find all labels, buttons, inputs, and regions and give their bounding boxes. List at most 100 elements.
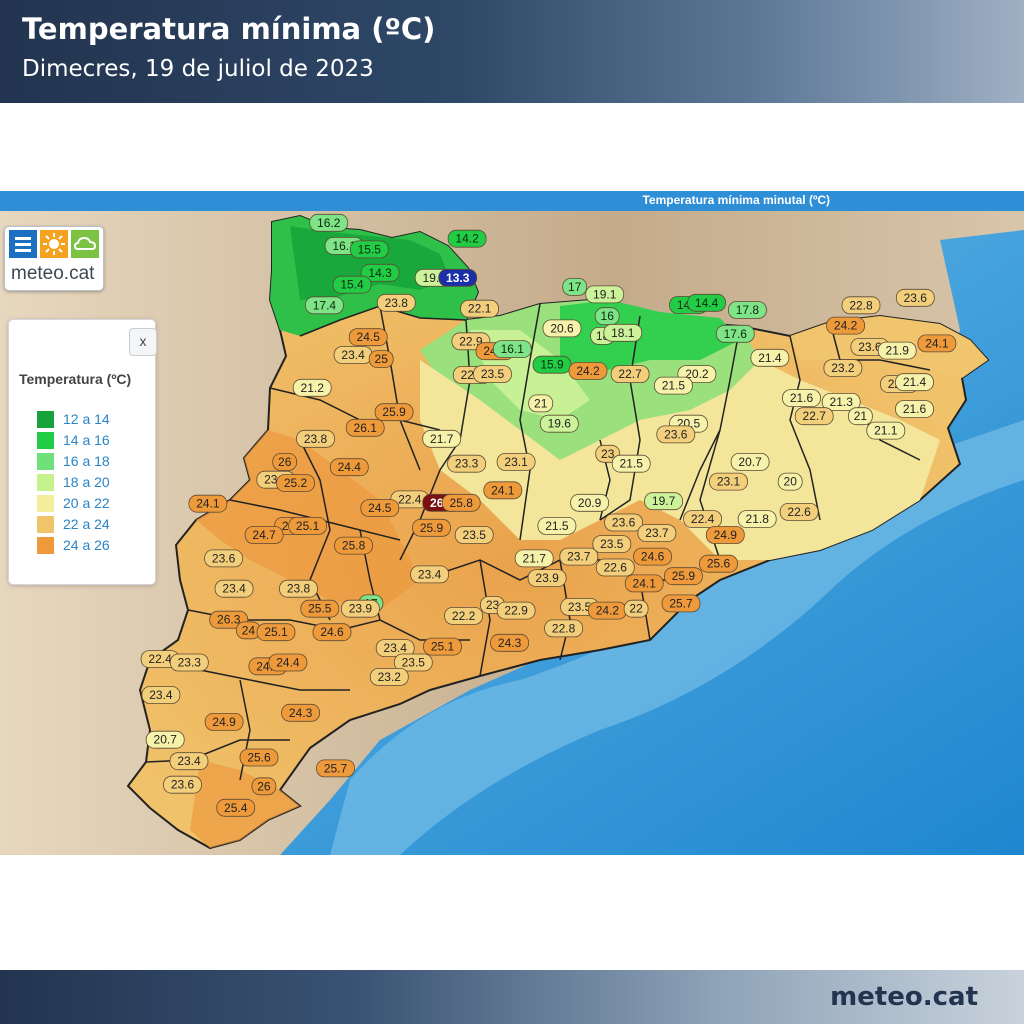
station-label[interactable]: 22.8 [841,296,881,315]
station-label[interactable]: 20.7 [730,452,770,471]
station-label[interactable]: 24.3 [281,703,321,722]
station-label[interactable]: 23.3 [447,454,487,473]
station-label[interactable]: 26.1 [345,418,385,437]
station-label[interactable]: 24.2 [588,601,627,620]
legend-close-button[interactable]: x [129,328,157,356]
station-label[interactable]: 23.7 [637,524,677,542]
station-label[interactable]: 14.3 [360,263,400,282]
station-label[interactable]: 23.5 [473,365,512,384]
station-label[interactable]: 24.1 [188,494,228,513]
station-label[interactable]: 21 [848,407,873,426]
station-label[interactable]: 26.3 [209,610,249,629]
station-label[interactable]: 23 [595,444,621,463]
station-label[interactable]: 23.8 [279,579,318,598]
station-label[interactable]: 16.2 [309,213,349,232]
station-label[interactable]: 17.4 [304,296,344,315]
station-label[interactable]: 25.8 [334,536,374,555]
station-label[interactable]: 22.6 [779,502,819,521]
station-label[interactable]: 21.5 [611,454,651,473]
station-label[interactable]: 20.7 [145,730,185,749]
station-label[interactable]: 25.7 [661,594,701,613]
station-label[interactable]: 25.9 [664,567,703,586]
station-label[interactable]: 22.8 [544,619,583,638]
station-label[interactable]: 26 [251,777,277,796]
station-label[interactable]: 24.9 [705,526,745,544]
station-label[interactable]: 22.7 [794,407,834,426]
station-label[interactable]: 23.4 [141,686,181,704]
station-label[interactable]: 25.1 [288,517,328,535]
station-label[interactable]: 25.4 [216,798,256,817]
station-label[interactable]: 19.6 [539,414,579,433]
station-label[interactable]: 23.5 [592,535,632,553]
station-label[interactable]: 23.6 [204,549,244,568]
station-label[interactable]: 17.6 [715,324,755,343]
station-label[interactable]: 23.9 [340,599,380,618]
station-label[interactable]: 22.1 [460,299,500,318]
station-label[interactable]: 15.4 [332,275,372,294]
station-label[interactable]: 23.4 [169,752,209,771]
station-label[interactable]: 21.9 [877,341,917,360]
station-label[interactable]: 24.6 [312,623,352,642]
station-label[interactable]: 24.5 [348,328,388,347]
station-label[interactable]: 24.6 [633,547,672,566]
station-label[interactable]: 20.2 [677,365,717,384]
map-frame[interactable]: Temperatura mínima minutal (ºC) [0,191,1024,855]
station-label[interactable]: 24.1 [483,481,523,500]
station-label[interactable]: 23.8 [376,293,416,312]
station-label[interactable]: 21.5 [654,376,693,395]
station-label[interactable]: 22.9 [496,601,536,620]
station-label[interactable]: 21.5 [537,517,577,535]
station-label[interactable]: 25.6 [699,554,738,573]
station-label[interactable]: 23.8 [296,429,335,448]
station-label[interactable]: 22.6 [595,558,635,577]
station-label[interactable]: 17.8 [728,301,767,319]
station-label[interactable]: 23.5 [454,526,494,544]
station-label[interactable]: 21.4 [750,348,790,367]
station-label[interactable]: 25.8 [441,493,481,512]
station-label[interactable]: 20.9 [570,493,609,512]
station-label[interactable]: 20.6 [542,319,582,338]
station-label[interactable]: 23.4 [214,579,254,598]
station-label[interactable]: 17 [562,277,588,296]
station-label[interactable]: 23.7 [559,547,599,566]
station-label[interactable]: 25.6 [239,748,279,767]
station-label[interactable]: 24 [235,621,261,640]
station-label[interactable]: 25.2 [276,474,315,493]
meteocat-logo[interactable]: meteo.cat [4,226,104,291]
station-label[interactable]: 26 [272,452,298,471]
station-label[interactable]: 21.7 [422,429,462,448]
station-label[interactable]: 21.6 [782,389,821,408]
station-label[interactable]: 24.4 [268,653,308,672]
station-label[interactable]: 23.6 [604,513,643,532]
station-label[interactable]: 14.4 [687,293,726,312]
station-label[interactable]: 24.2 [568,361,608,380]
station-label[interactable]: 24.7 [244,526,284,544]
station-label[interactable]: 21.7 [514,549,554,568]
station-label[interactable]: 22 [623,599,649,618]
station-label[interactable]: 25 [368,350,394,369]
station-label[interactable]: 23.2 [369,668,409,686]
station-label[interactable]: 22.2 [444,607,484,625]
station-label[interactable]: 24.5 [360,499,400,518]
station-label[interactable]: 25.9 [374,403,414,422]
temperature-map[interactable]: 16.216.1 15.514.214.3 19.4 13.315.417.4 23.8… [0,211,1024,855]
station-label[interactable]: 23.9 [527,569,567,587]
station-label[interactable]: 23.2 [823,359,863,378]
station-label[interactable]: 25.1 [423,637,462,656]
station-label[interactable]: 23.6 [163,775,202,794]
station-label[interactable]: 15.9 [532,355,572,374]
station-label[interactable]: 24.9 [204,713,244,731]
station-label[interactable]: 16.1 [492,340,532,359]
station-label[interactable]: 24.1 [624,574,664,593]
station-label[interactable]: 25.9 [412,518,451,537]
station-label[interactable]: 23.4 [375,639,415,657]
station-label[interactable]: 22.7 [610,365,650,384]
station-label[interactable]: 13.3 [438,268,478,287]
station-label[interactable]: 24.2 [826,316,865,335]
station-label[interactable]: 21.6 [895,400,934,419]
station-label[interactable]: 25.7 [316,759,355,778]
station-label[interactable]: 23.1 [496,452,536,471]
station-label[interactable]: 21.2 [292,378,332,397]
station-label[interactable]: 21.4 [895,373,934,392]
station-label[interactable]: 20 [777,472,803,491]
